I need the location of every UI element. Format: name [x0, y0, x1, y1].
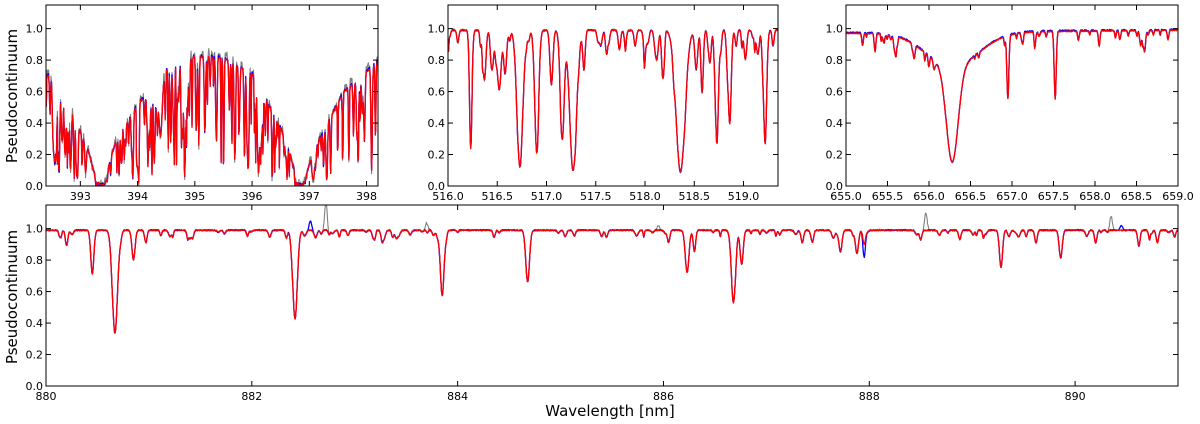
panel1-xtick-label: 395 — [184, 190, 205, 203]
panel2-xtick-label: 517.5 — [580, 190, 612, 203]
panel2-ytick-label: 0.8 — [428, 54, 446, 67]
panel1-plot-area — [46, 48, 378, 186]
panel2-ytick-label: 0.0 — [428, 180, 446, 193]
panel2-xtick-label: 519.0 — [728, 190, 760, 203]
panel3-ytick-label: 0.0 — [826, 180, 844, 193]
panel3-ytick-label: 0.6 — [826, 86, 844, 99]
panel1-xtick-label: 396 — [242, 190, 263, 203]
panel1-xtick-label: 398 — [356, 190, 377, 203]
panel1-xtick-label: 394 — [127, 190, 148, 203]
panel2-ytick-label: 0.2 — [428, 149, 446, 162]
panel4-frame — [45, 204, 1179, 387]
panel4-series-1-line — [46, 205, 1178, 334]
panel2-xtick-label: 517.0 — [531, 190, 563, 203]
panel3-series-1-line — [846, 28, 1178, 164]
panel1-ytick-label: 1.0 — [26, 23, 44, 36]
panel2-plot-area — [448, 28, 778, 174]
panel4-ytick-label: 0.0 — [26, 380, 44, 393]
panel2-xtick-label: 518.5 — [679, 190, 711, 203]
panel4-xtick-label: 886 — [653, 390, 674, 403]
panel1-ytick-label: 0.4 — [26, 117, 44, 130]
panel3-series-2-line — [846, 28, 1178, 164]
panel2-series-3-line — [448, 29, 778, 173]
panel1-ytick-label: 0.0 — [26, 180, 44, 193]
panel4-ytick-label: 0.8 — [26, 254, 44, 267]
panel1-series-3-line — [46, 55, 378, 186]
panel4-series-2-line — [46, 220, 1178, 334]
panel3-ytick-label: 1.0 — [826, 23, 844, 36]
panel4-series-3-line — [46, 229, 1178, 334]
panel3-ytick-label: 0.8 — [826, 54, 844, 67]
panel2-ytick-label: 1.0 — [428, 23, 446, 36]
panel3-frame — [845, 4, 1179, 187]
panel3-series-3-line — [846, 29, 1178, 163]
panel4-plot-area — [46, 205, 1178, 334]
panel2-xtick-label: 518.0 — [629, 190, 661, 203]
panel3-xtick-label: 655.5 — [872, 190, 904, 203]
panel2-xtick-label: 516.5 — [482, 190, 514, 203]
panel3-xtick-label: 657.0 — [996, 190, 1028, 203]
panel3-ytick-label: 0.4 — [826, 117, 844, 130]
panel4-ytick-label: 1.0 — [26, 223, 44, 236]
panel4-xtick-label: 884 — [447, 390, 468, 403]
panel3-plot-area — [846, 28, 1178, 164]
panel4-xtick-label: 890 — [1065, 390, 1086, 403]
panel1-ylabel: Pseudocontinuum — [3, 29, 21, 163]
panel4-xlabel: Wavelength [nm] — [545, 402, 675, 420]
panel1-ytick-label: 0.2 — [26, 149, 44, 162]
panel4-ylabel: Pseudocontinuum — [3, 230, 21, 364]
panel3-xtick-label: 657.5 — [1038, 190, 1070, 203]
panel4-ytick-label: 0.4 — [26, 317, 44, 330]
panel3-xtick-label: 658.5 — [1121, 190, 1153, 203]
panel3-xtick-label: 656.0 — [913, 190, 945, 203]
panel1-frame — [45, 4, 379, 187]
panel2-ytick-label: 0.4 — [428, 117, 446, 130]
panel4-ytick-label: 0.2 — [26, 349, 44, 362]
panel3-xtick-label: 658.0 — [1079, 190, 1111, 203]
panel2-ytick-label: 0.6 — [428, 86, 446, 99]
panel2-xtick-label: 516.0 — [432, 190, 464, 203]
panel2-frame — [447, 4, 779, 187]
panel4-xtick-label: 888 — [859, 390, 880, 403]
panel4-xtick-label: 882 — [241, 390, 262, 403]
panel3-ytick-label: 0.2 — [826, 149, 844, 162]
panel1-xtick-label: 393 — [70, 190, 91, 203]
panel1-ytick-label: 0.6 — [26, 86, 44, 99]
panel3-xtick-label: 656.5 — [955, 190, 987, 203]
panel1-xtick-label: 397 — [299, 190, 320, 203]
panel1-series-1-line — [46, 48, 378, 186]
panel3-xtick-label: 655.0 — [830, 190, 862, 203]
panel1-ytick-label: 0.8 — [26, 54, 44, 67]
panel3-xtick-label: 659.0 — [1162, 190, 1194, 203]
panel4-xtick-label: 880 — [36, 390, 57, 403]
panel4-ytick-label: 0.6 — [26, 286, 44, 299]
